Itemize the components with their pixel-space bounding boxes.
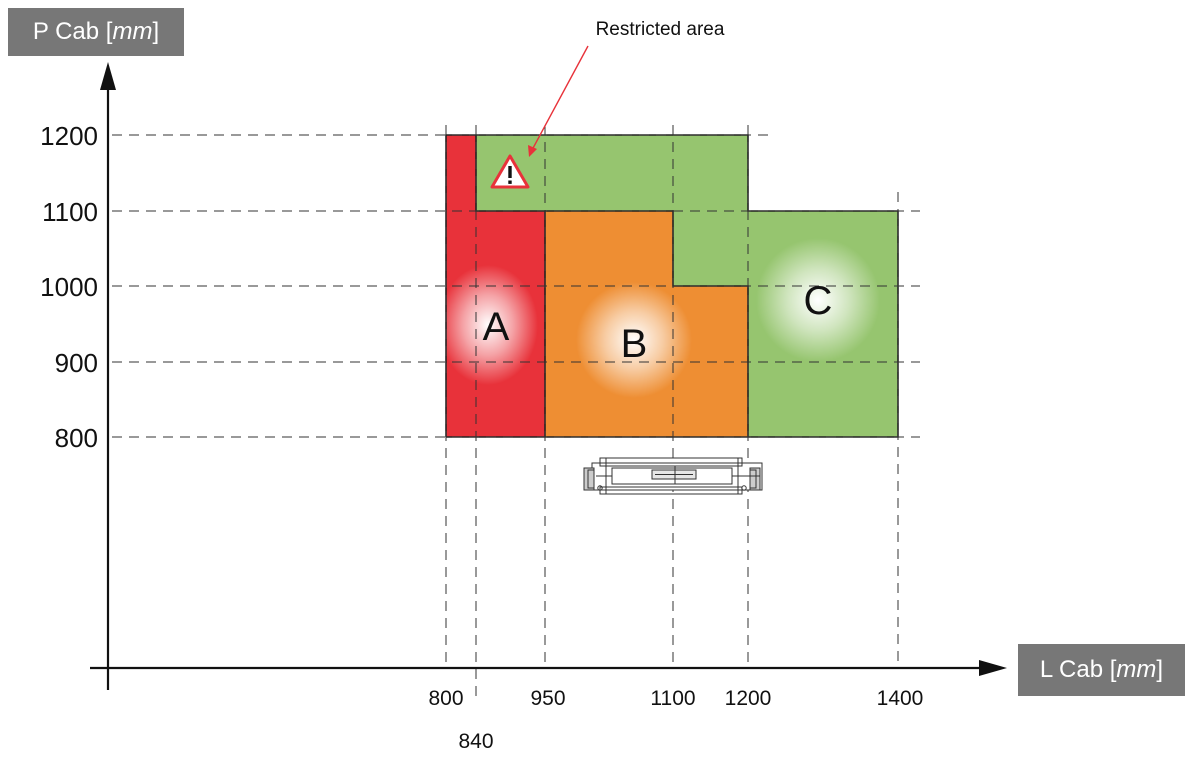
restricted-area-callout: Restricted area [490,19,725,189]
x-axis-title: L Cab [1039,656,1104,683]
zone-b-glow [576,282,692,398]
y-tick-1100: 1100 [42,197,98,227]
guide-lines [112,125,920,700]
y-axis-unit: mm [112,18,153,45]
zone-a-glow [438,265,538,385]
y-tick-800: 800 [55,423,98,453]
y-tick-1000: 1000 [40,272,98,302]
y-tick-labels: 800 900 1000 1100 1200 [40,121,98,453]
y-tick-1200: 1200 [40,121,98,151]
x-tick-1200: 1200 [725,687,772,710]
y-axis-title: P Cab [32,18,100,45]
x-tick-950: 950 [530,687,565,710]
zone-c-label: C [804,279,833,323]
x-tick-1400: 1400 [877,687,924,710]
zone-a-label: A [483,305,510,349]
x-tick-1100: 1100 [650,687,695,710]
cab-top-view-icon [583,457,763,495]
x-tick-800: 800 [428,687,463,710]
x-axis-title-box: L Cab [mm] [1018,644,1185,696]
callout-arrow-head [528,145,537,157]
callout-arrow-line [531,45,589,151]
restricted-area-label: Restricted area [596,19,725,40]
x-tick-840: 840 [458,730,493,753]
x-axis-arrow [979,660,1007,676]
warning-triangle-icon [490,154,530,189]
zone-c-glow [756,238,880,362]
y-axis-arrow [100,62,116,90]
y-tick-900: 900 [55,348,98,378]
x-axis-unit: mm [1116,656,1157,683]
y-axis-title-box: P Cab [mm] [8,8,184,56]
x-tick-labels: 800 840 950 1100 1200 1400 [428,687,923,753]
zone-b-label: B [621,322,648,366]
axes [90,62,1007,690]
